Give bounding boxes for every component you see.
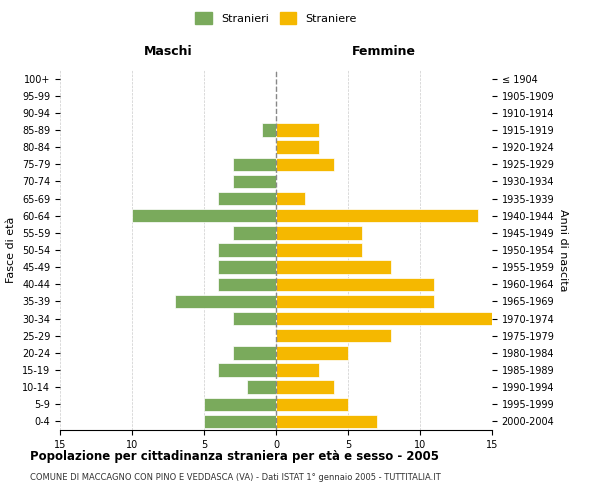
Bar [218,244,276,256]
Y-axis label: Anni di nascita: Anni di nascita [559,209,568,291]
Legend: Stranieri, Straniere: Stranieri, Straniere [191,8,361,28]
Bar [276,192,305,205]
Bar [218,364,276,376]
Bar [276,312,492,326]
Bar [204,398,276,411]
Bar [233,226,276,239]
Bar [276,329,391,342]
Bar [276,346,348,360]
Y-axis label: Fasce di età: Fasce di età [7,217,16,283]
Bar [218,260,276,274]
Bar [276,140,319,154]
Bar [276,278,434,291]
Bar [276,398,348,411]
Bar [276,124,319,136]
Text: Maschi: Maschi [143,45,193,58]
Bar [276,364,319,376]
Bar [233,312,276,326]
Bar [276,260,391,274]
Bar [276,380,334,394]
Bar [218,192,276,205]
Bar [233,174,276,188]
Bar [276,158,334,171]
Bar [218,278,276,291]
Bar [132,209,276,222]
Bar [276,294,434,308]
Bar [276,209,478,222]
Bar [276,226,362,239]
Bar [276,244,362,256]
Text: COMUNE DI MACCAGNO CON PINO E VEDDASCA (VA) - Dati ISTAT 1° gennaio 2005 - TUTTI: COMUNE DI MACCAGNO CON PINO E VEDDASCA (… [30,472,441,482]
Bar [175,294,276,308]
Text: Popolazione per cittadinanza straniera per età e sesso - 2005: Popolazione per cittadinanza straniera p… [30,450,439,463]
Bar [204,414,276,428]
Bar [276,414,377,428]
Bar [247,380,276,394]
Bar [233,346,276,360]
Text: Femmine: Femmine [352,45,416,58]
Bar [262,124,276,136]
Bar [233,158,276,171]
